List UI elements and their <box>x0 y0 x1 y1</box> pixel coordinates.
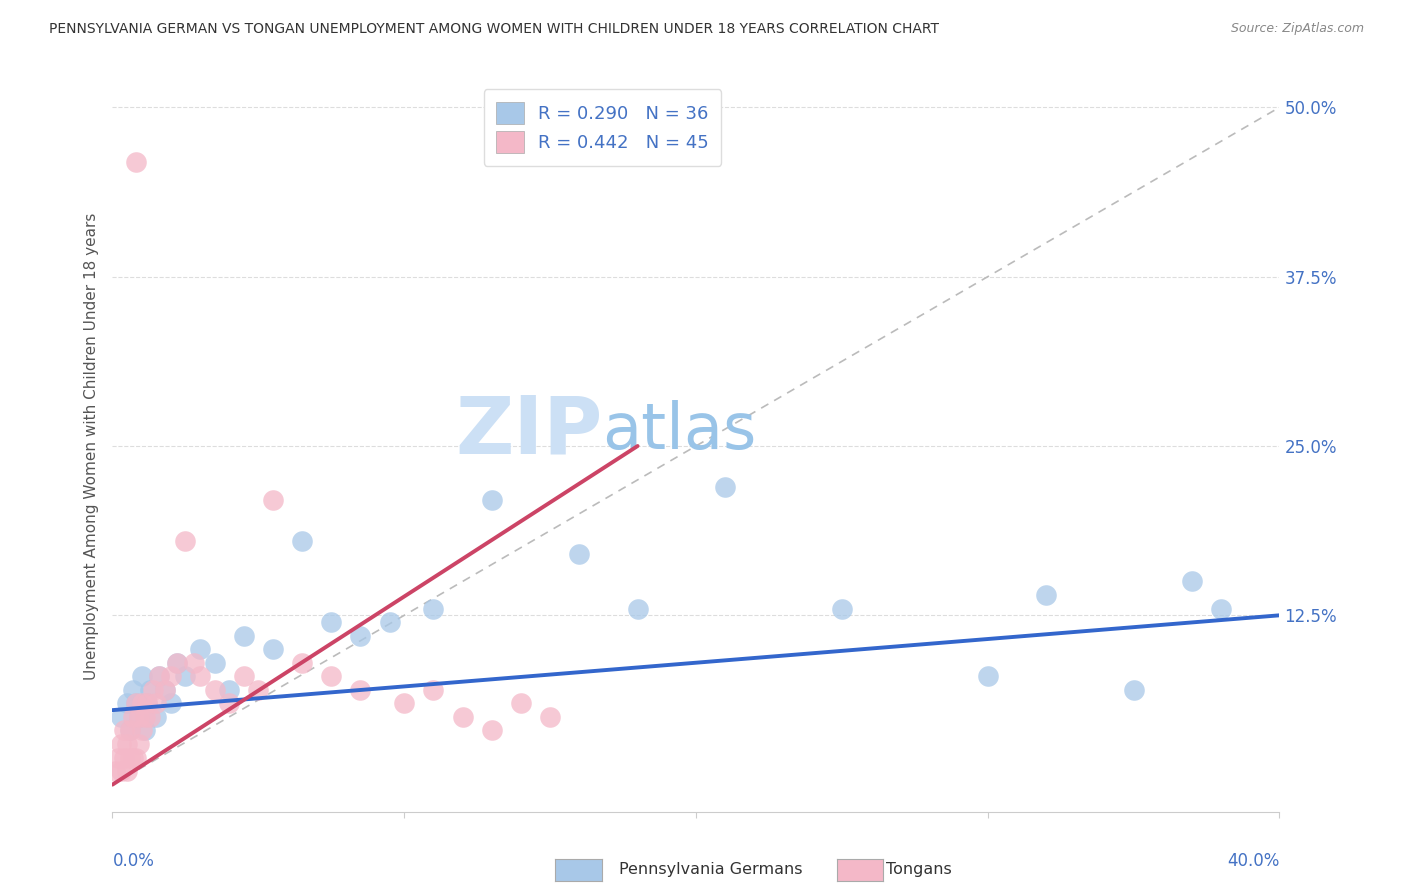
Text: Source: ZipAtlas.com: Source: ZipAtlas.com <box>1230 22 1364 36</box>
Point <box>626 601 648 615</box>
Point <box>118 750 141 764</box>
Point <box>451 710 474 724</box>
Point <box>148 669 170 683</box>
Point <box>107 750 129 764</box>
Point <box>422 682 444 697</box>
Point <box>166 656 188 670</box>
Text: PENNSYLVANIA GERMAN VS TONGAN UNEMPLOYMENT AMONG WOMEN WITH CHILDREN UNDER 18 YE: PENNSYLVANIA GERMAN VS TONGAN UNEMPLOYME… <box>49 22 939 37</box>
Point <box>232 669 254 683</box>
Point <box>714 480 737 494</box>
Point <box>247 682 270 697</box>
Text: Tongans: Tongans <box>886 863 952 877</box>
Point <box>232 629 254 643</box>
Point <box>321 615 343 629</box>
Point <box>262 642 284 657</box>
Point <box>148 669 170 683</box>
Point <box>128 710 150 724</box>
Point <box>481 723 503 738</box>
Point <box>160 697 183 711</box>
Point <box>153 682 176 697</box>
Point <box>1035 588 1057 602</box>
Point <box>115 697 138 711</box>
Text: 0.0%: 0.0% <box>112 852 155 870</box>
Point <box>291 533 314 548</box>
Point <box>122 710 145 724</box>
Point <box>118 723 141 738</box>
Point <box>125 750 148 764</box>
Point <box>134 710 156 724</box>
Point <box>291 656 314 670</box>
Point <box>139 682 162 697</box>
Point <box>204 656 226 670</box>
Point <box>509 697 531 711</box>
Point <box>538 710 561 724</box>
Point <box>1122 682 1144 697</box>
Point <box>145 710 167 724</box>
Point <box>128 737 150 751</box>
Point <box>131 697 153 711</box>
Point <box>110 737 132 751</box>
Legend: R = 0.290   N = 36, R = 0.442   N = 45: R = 0.290 N = 36, R = 0.442 N = 45 <box>484 89 721 166</box>
Point <box>122 750 145 764</box>
Point <box>218 682 240 697</box>
Point <box>136 697 159 711</box>
Point <box>160 669 183 683</box>
Point <box>104 764 127 778</box>
Point <box>422 601 444 615</box>
Point <box>122 682 145 697</box>
Point <box>125 154 148 169</box>
Point <box>112 750 135 764</box>
Point <box>378 615 401 629</box>
Point <box>321 669 343 683</box>
Point <box>145 697 167 711</box>
Text: ZIP: ZIP <box>456 392 603 470</box>
Point <box>139 710 162 724</box>
Point <box>976 669 998 683</box>
Point <box>136 697 159 711</box>
Point <box>174 669 197 683</box>
Text: 40.0%: 40.0% <box>1227 852 1279 870</box>
Point <box>166 656 188 670</box>
Point <box>188 669 211 683</box>
Y-axis label: Unemployment Among Women with Children Under 18 years: Unemployment Among Women with Children U… <box>84 212 100 680</box>
Point <box>142 682 165 697</box>
Point <box>349 629 371 643</box>
Point <box>131 723 153 738</box>
Point <box>110 710 132 724</box>
Point <box>118 723 141 738</box>
Point <box>831 601 853 615</box>
Point <box>188 642 211 657</box>
Point <box>183 656 205 670</box>
Point <box>125 697 148 711</box>
Point <box>115 737 138 751</box>
Point <box>204 682 226 697</box>
Point <box>174 533 197 548</box>
Point <box>1209 601 1232 615</box>
Point <box>115 764 138 778</box>
Point <box>112 723 135 738</box>
Point <box>125 697 148 711</box>
Point <box>131 669 153 683</box>
Point <box>481 493 503 508</box>
Point <box>568 547 591 561</box>
Point <box>262 493 284 508</box>
Point <box>110 764 132 778</box>
Point <box>218 697 240 711</box>
Point <box>153 682 176 697</box>
Point <box>349 682 371 697</box>
Point <box>134 723 156 738</box>
Text: Pennsylvania Germans: Pennsylvania Germans <box>619 863 803 877</box>
Point <box>128 710 150 724</box>
Point <box>1181 574 1204 589</box>
Text: atlas: atlas <box>603 401 756 462</box>
Point <box>392 697 416 711</box>
